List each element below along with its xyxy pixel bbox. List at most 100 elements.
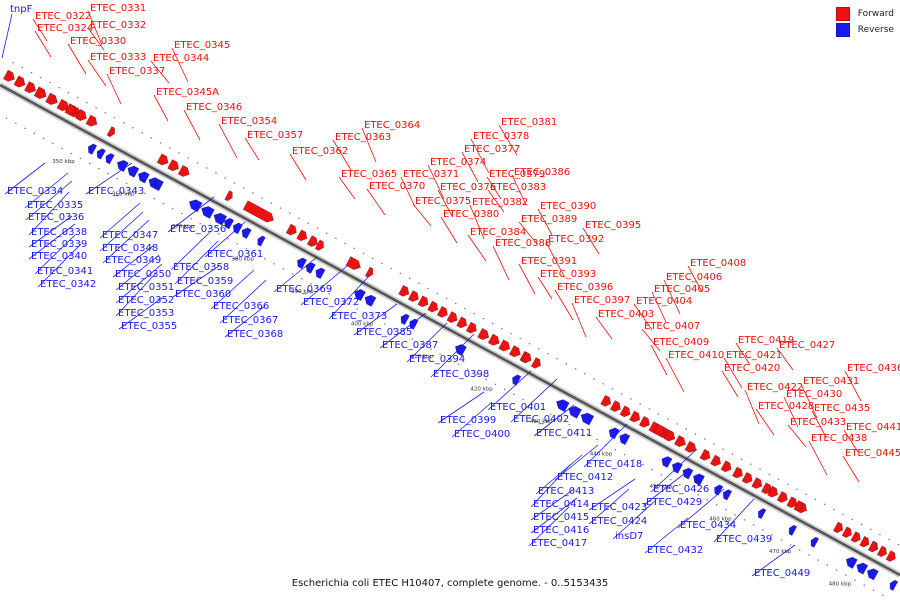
gene-label-etec_0418-leader [583,423,628,468]
gene-label-etec_0421: ETEC_0421 [726,350,782,361]
gene-label-etec_0428-leader [755,408,775,436]
gene-label-etec_0354-leader [218,123,238,159]
gene-label-etec_0432: ETEC_0432 [647,545,703,556]
gene-label-etec_0412-leader [554,444,599,481]
gene-label-etec_0430-leader [783,396,799,428]
forward-gene-23 [364,266,374,278]
axis-tick-label: 350 kbp [52,159,75,165]
gene-label-etec_0357-leader [244,137,260,161]
gene-label-etec_0351: ETEC_0351 [118,282,174,293]
gene-label-etec_0414: ETEC_0414 [533,499,589,510]
gene-label-etec_0403: ETEC_0403 [598,309,654,320]
forward-gene-68 [885,550,896,562]
forward-gene-55 [751,477,763,489]
gene-label-etec_0433-leader [787,424,807,448]
gene-label-etec_0430: ETEC_0430 [786,389,842,400]
gene-label-etec_0358-leader [170,230,212,271]
reverse-gene-40 [845,556,858,569]
forward-gene-24 [398,284,410,297]
gene-label-etec_0344-leader [150,60,170,84]
reverse-gene-24 [512,374,522,386]
gene-label-etec_0324: ETEC_0324 [37,23,93,34]
gene-label-etec_0382: ETEC_0382 [472,197,528,208]
genome-caption: Escherichia coli ETEC H10407, complete g… [291,578,609,589]
gene-label-etec_0343-leader [85,162,133,195]
gene-label-etec_0387: ETEC_0387 [382,340,438,351]
gene-label-etec_0387-leader [379,312,427,349]
gene-label-etec_0388: ETEC_0388 [495,238,551,249]
forward-gene-20 [306,235,318,247]
axis-tick-label: 410 kbp [411,354,434,360]
gene-label-etec_0438: ETEC_0438 [811,433,867,444]
gene-label-etec_0366: ETEC_0366 [213,301,269,312]
gene-label-etec_0429: ETEC_0429 [646,497,702,508]
gene-label-etec_0372-leader [300,265,348,306]
forward-gene-48 [673,434,686,448]
gene-label-etec_0409-leader [650,344,668,376]
reverse-gene-11 [213,212,228,226]
reverse-gene-16 [296,257,308,270]
forward-gene-15 [177,164,190,177]
gene-label-etec_0336-leader [25,180,73,221]
gene-label-etec_0380-leader [440,216,458,244]
gene-label-etec_0408: ETEC_0408 [690,258,746,269]
gene-label-etec_0424-leader [588,488,630,525]
gene-label-etec_0377-leader [461,151,479,183]
forward-gene-50 [699,448,711,461]
gene-label-etec_0358: ETEC_0358 [173,262,229,273]
gene-label-etec_0392-leader [545,241,565,277]
gene-label-etec_0368: ETEC_0368 [227,329,283,340]
gene-label-etec_0428: ETEC_0428 [758,401,814,412]
reverse-gene-29 [619,433,631,446]
gene-label-etec_0346: ETEC_0346 [186,102,242,113]
reverse-gene-19 [353,289,366,302]
reverse-gene-22 [409,318,419,330]
gene-label-etec_0347-leader [99,202,141,239]
reverse-gene-30 [661,456,673,469]
gene-label-etec_0402: ETEC_0402 [513,414,569,425]
gene-label-etec_0381: ETEC_0381 [501,117,557,128]
legend-forward-label: Forward [857,9,894,19]
forward-gene-10 [74,108,87,122]
gene-label-etec_0338-leader [28,191,70,236]
axis-tick-label: 390 kbp [291,289,314,295]
gene-label-etec_0383-leader [487,189,505,213]
gene-label-etec_0345a: ETEC_0345A [156,87,219,98]
gene-label-etec_0401: ETEC_0401 [490,402,546,413]
gene-label-insd7-leader [612,499,657,540]
gene-label-etec_0432-leader [644,517,689,554]
forward-gene-1 [2,69,15,82]
gene-label-etec_0351-leader [115,254,160,291]
gene-label-etec_0369-leader [273,256,318,293]
gene-label-etec_0398: ETEC_0398 [433,369,489,380]
gene-label-etec_0332: ETEC_0332 [90,20,146,31]
forward-gene-31 [465,321,477,334]
gene-label-etec_0419: ETEC_0419 [738,335,794,346]
gene-label-etec_0352: ETEC_0352 [118,295,174,306]
gene-label-etec_0334: ETEC_0334 [7,186,63,197]
gene-label-etec_0441-leader [843,429,859,453]
forward-gene-35 [508,345,521,358]
gene-label-etec_0406-leader [663,279,681,315]
gene-label-etec_0445-leader [842,455,860,483]
gene-label-etec_0441: ETEC_0441 [846,422,900,433]
gene-label-etec_0345: ETEC_0345 [174,40,230,51]
gene-label-etec_0348: ETEC_0348 [102,243,158,254]
gene-label-etec_0374-leader [427,164,445,200]
forward-gene-30 [456,316,468,329]
gene-label-etec_0350-leader [112,245,154,278]
forward-gene-63 [841,526,852,538]
gene-label-etec_0353: ETEC_0353 [118,308,174,319]
forward-gene-22 [345,256,361,270]
gene-label-etec_0363-leader [332,139,352,171]
reverse-gene-43 [889,579,899,591]
axis-tick-label: 470 kbp [769,549,792,555]
forward-gene-69 [868,540,878,553]
reverse-gene-28 [608,427,620,440]
gene-label-etec_0335: ETEC_0335 [27,200,83,211]
reverse-gene-37 [758,508,767,520]
gene-label-etec_0400: ETEC_0400 [454,429,510,440]
gene-label-etec_0421-leader [723,357,743,389]
forward-gene-39 [600,394,612,407]
gene-label-etec_0322-leader [32,18,48,42]
